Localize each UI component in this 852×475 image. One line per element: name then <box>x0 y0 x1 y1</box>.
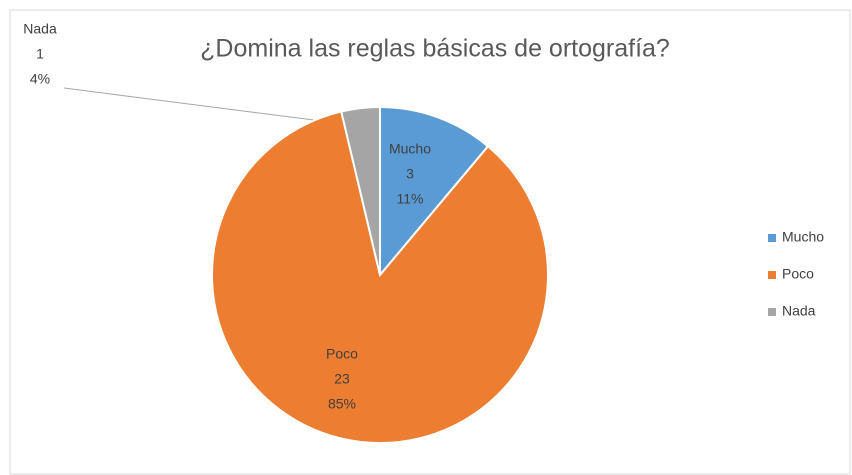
data-label-value: 1 <box>36 46 44 62</box>
pie-slice <box>379 105 490 278</box>
pie-slice <box>210 110 549 444</box>
chart-title: ¿Domina las reglas básicas de ortografía… <box>200 35 670 63</box>
data-label-name: Poco <box>326 346 358 362</box>
legend-swatch <box>768 308 776 316</box>
legend-swatch <box>768 234 776 242</box>
legend-label: Nada <box>782 303 816 319</box>
data-label-percent: 4% <box>30 71 50 87</box>
data-label-percent: 11% <box>397 191 424 207</box>
legend-label: Poco <box>782 266 814 282</box>
legend-label: Mucho <box>782 229 824 245</box>
data-label-name: Mucho <box>389 141 431 157</box>
data-label-percent: 85% <box>328 396 356 412</box>
data-label-value: 3 <box>406 166 414 182</box>
legend-swatch <box>768 271 776 279</box>
leader-line <box>63 87 346 125</box>
data-label-value: 23 <box>334 371 350 387</box>
pie-slice <box>340 105 381 276</box>
data-label-name: Nada <box>23 21 57 37</box>
